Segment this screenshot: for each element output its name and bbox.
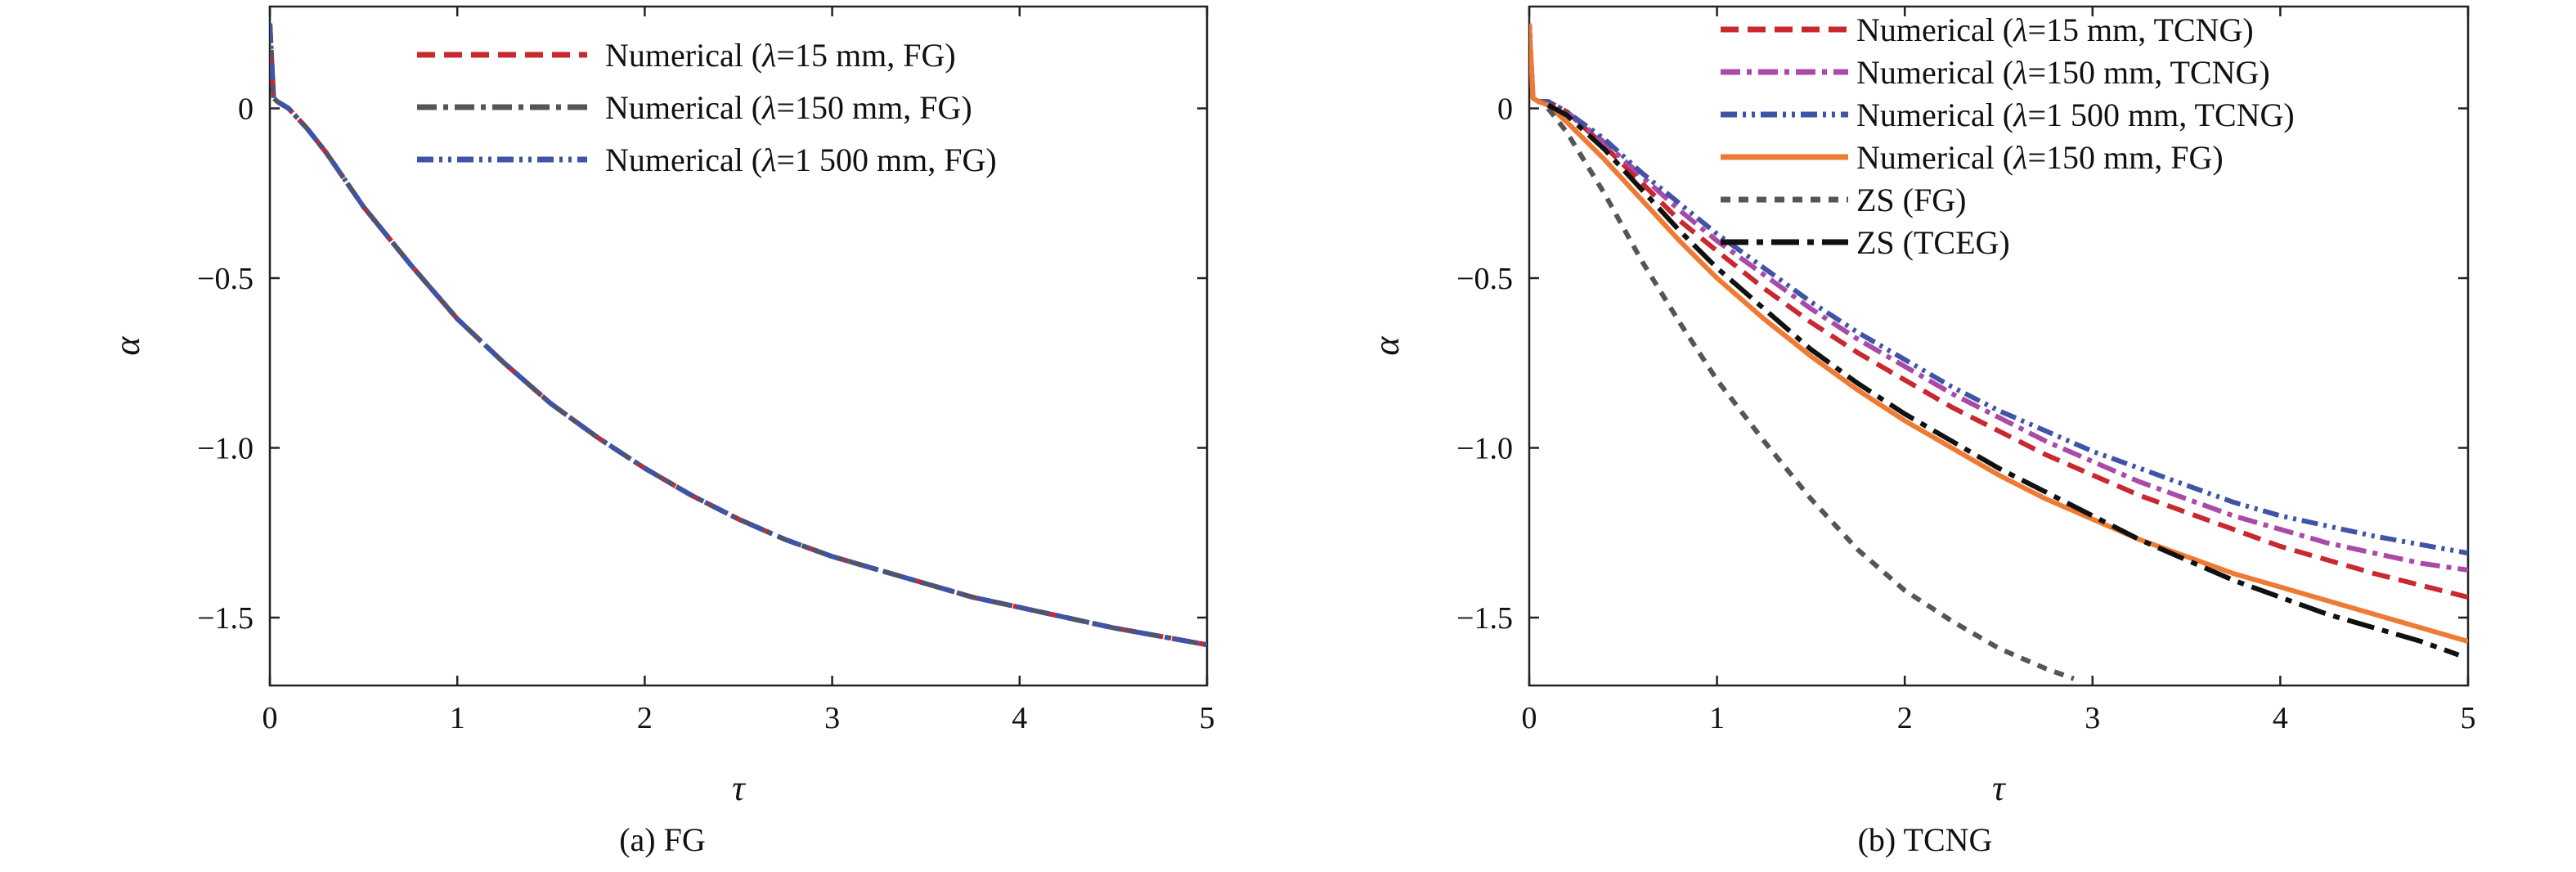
legend-text-part: ZS (TCEG) (1856, 224, 2010, 261)
legend-text-part: Numerical ( (605, 142, 762, 178)
series-line-3 (270, 23, 1207, 648)
x-tick-label: 2 (1897, 701, 1913, 735)
x-tick-label: 1 (450, 701, 465, 735)
panel-caption: (a) FG (619, 821, 706, 858)
legend-text-part: Numerical ( (1856, 54, 2013, 91)
plot-frame (1528, 5, 2470, 687)
x-tick-label: 3 (2085, 701, 2100, 735)
legend-label-1: Numerical (λ=15 mm, FG) (605, 37, 956, 74)
legend-text-part: =150 mm, FG) (776, 89, 972, 126)
legend-text-part: =1 500 mm, TCNG) (2027, 97, 2294, 133)
legend-lambda: λ (761, 142, 776, 178)
legend: Numerical (λ=15 mm, FG)Numerical (λ=150 … (417, 37, 997, 178)
x-axis-label: τ (732, 768, 747, 808)
legend-lambda: λ (2013, 54, 2027, 91)
legend-text-part: =15 mm, FG) (776, 37, 955, 74)
series-lines (1529, 23, 2468, 681)
series-line-4 (1529, 23, 2468, 644)
y-tick-label: −1.5 (197, 601, 254, 636)
y-tick-label: 0 (1497, 92, 1513, 127)
x-tick-label: 5 (1200, 701, 1215, 735)
legend-lambda: λ (2013, 97, 2027, 133)
x-tick-label: 5 (2461, 701, 2476, 735)
legend-text-part: Numerical ( (605, 89, 762, 126)
legend-text-part: Numerical ( (605, 37, 762, 74)
y-tick-label: −1.0 (197, 432, 254, 466)
legend-label-2: Numerical (λ=150 mm, TCNG) (1856, 54, 2270, 91)
x-tick-label: 0 (263, 701, 278, 735)
x-tick-label: 4 (1012, 701, 1027, 735)
y-axis-label: α (107, 336, 147, 356)
series-line-3 (1529, 23, 2468, 556)
legend-text-part: Numerical ( (1856, 139, 2013, 176)
x-tick-label: 1 (1709, 701, 1725, 735)
legend-label-4: Numerical (λ=150 mm, FG) (1856, 139, 2224, 176)
y-tick-label: −0.5 (197, 262, 254, 296)
y-axis-label: α (1367, 336, 1407, 356)
legend-lambda: λ (761, 37, 776, 74)
series-line-5 (1546, 106, 2075, 681)
series-line-2 (1529, 23, 2468, 573)
y-tick-label: −1.0 (1456, 432, 1513, 466)
x-tick-label: 4 (2273, 701, 2288, 735)
y-tick-label: −0.5 (1456, 262, 1513, 296)
x-axis-label: τ (1992, 768, 2007, 808)
legend-label-3: Numerical (λ=1 500 mm, TCNG) (1856, 97, 2295, 133)
panel-caption: (b) TCNG (1858, 821, 1993, 858)
y-tick-label: −1.5 (1456, 601, 1513, 636)
legend-text-part: Numerical ( (1856, 97, 2013, 133)
plot-frame (268, 5, 1209, 687)
legend-label-2: Numerical (λ=150 mm, FG) (605, 89, 972, 126)
legend-label-5: ZS (FG) (1856, 182, 1966, 218)
legend: Numerical (λ=15 mm, TCNG)Numerical (λ=15… (1721, 11, 2295, 261)
legend-text-part: Numerical ( (1856, 11, 2013, 48)
legend-text-part: ZS (FG) (1856, 182, 1966, 218)
legend-lambda: λ (2013, 139, 2027, 176)
legend-lambda: λ (761, 89, 776, 126)
chart-panel-2: 0 1 2 3 4 5 0 −0.5 −1.0 −1.5 τ α (b) TCNG Numerical (… (1367, 5, 2476, 858)
x-tick-label: 0 (1522, 701, 1537, 735)
series-lines (270, 23, 1207, 648)
y-tick-label: 0 (238, 92, 254, 127)
legend-text-part: =15 mm, TCNG) (2027, 11, 2253, 48)
x-tick-label: 2 (637, 701, 653, 735)
legend-lambda: λ (2013, 11, 2027, 48)
x-tick-label: 3 (824, 701, 840, 735)
legend-text-part: =1 500 mm, FG) (776, 142, 996, 178)
legend-text-part: =150 mm, FG) (2027, 139, 2223, 176)
series-line-6 (1546, 102, 2460, 658)
legend-text-part: =150 mm, TCNG) (2027, 54, 2269, 91)
legend-label-1: Numerical (λ=15 mm, TCNG) (1856, 11, 2254, 48)
legend-label-3: Numerical (λ=1 500 mm, FG) (605, 142, 997, 178)
legend-label-6: ZS (TCEG) (1856, 224, 2010, 261)
